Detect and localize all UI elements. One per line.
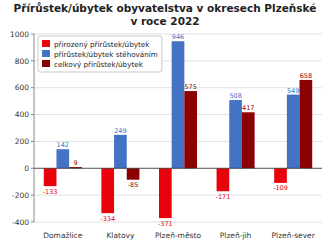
legend: přirozený přírůstek/úbytekpřírůstek/úbyt… [38, 36, 162, 72]
x-tick-label: Plzeň-město [155, 231, 201, 240]
legend-label: přírůstek/úbytek stěhováním [54, 50, 158, 59]
grid-line [34, 222, 322, 223]
y-tick-label: 400 [15, 110, 30, 119]
data-label: -371 [158, 220, 173, 228]
legend-swatch [42, 50, 50, 57]
y-tick-label: -200 [12, 191, 29, 200]
y-tick-label: 0 [24, 164, 29, 173]
y-tick-label: -400 [12, 218, 29, 227]
data-label: 575 [184, 83, 196, 91]
legend-box [38, 36, 162, 72]
y-tick-label: 800 [15, 57, 30, 66]
data-label: 417 [242, 104, 254, 112]
data-label: 946 [172, 33, 184, 41]
bar [44, 168, 57, 186]
legend-label: celkový přírůstek/úbytek [54, 60, 144, 69]
title-line: Přírůstek/úbytek obyvatelstva v okresech… [14, 2, 317, 14]
data-label: 658 [300, 72, 312, 80]
data-label: -109 [273, 184, 288, 192]
x-axis: Domažlice Klatovy Plzeň-město Plzeň-jih Plze… [43, 231, 316, 240]
data-label: -334 [100, 215, 115, 223]
x-tick-label: Domažlice [43, 231, 82, 240]
bar [101, 168, 114, 213]
data-label: 249 [114, 127, 126, 135]
bar [242, 112, 255, 168]
bar [229, 100, 242, 168]
grid-line [34, 195, 322, 196]
grid [34, 34, 322, 222]
data-label: -85 [128, 181, 139, 189]
data-label: -171 [216, 193, 231, 201]
y-tick-label: 600 [15, 83, 30, 92]
chart-container: Přírůstek/úbytek obyvatelstva v okresech… [0, 0, 330, 248]
y-axis: -400 -200 0 200 400 600 800 1000 [10, 30, 34, 227]
zero-line [34, 168, 322, 169]
x-tick-label: Klatovy [106, 231, 135, 240]
y-tick-label: 200 [15, 137, 30, 146]
bar [287, 95, 300, 169]
data-label: 549 [287, 87, 299, 95]
bar [159, 168, 172, 218]
bar [217, 168, 230, 191]
chart-svg: Přírůstek/úbytek obyvatelstva v okresech… [0, 0, 330, 248]
bar [114, 135, 127, 168]
data-label: 9 [73, 159, 77, 167]
bar [127, 168, 140, 179]
legend-label: přirozený přírůstek/úbytek [54, 40, 150, 49]
data-label: -133 [43, 188, 58, 196]
x-tick-label: Plzeň-sever [272, 231, 316, 240]
bar [56, 149, 69, 168]
x-tick-label: Plzeň-jih [220, 231, 252, 240]
legend-swatch [42, 60, 50, 67]
bar [300, 80, 313, 168]
data-label: 142 [57, 141, 69, 149]
bar [172, 41, 185, 168]
y-tick-label: 1000 [10, 30, 29, 39]
legend-swatch [42, 40, 50, 47]
grid-line [34, 168, 322, 169]
bar [274, 168, 287, 183]
title: Přírůstek/úbytek obyvatelstva v okresech… [14, 2, 317, 27]
bar [184, 91, 197, 168]
title-line: v roce 2022 [130, 15, 199, 27]
bars [44, 41, 312, 218]
data-label: 508 [229, 92, 241, 100]
y-axis-line [34, 34, 35, 222]
background [0, 0, 330, 248]
data-labels: -133 -334 -371 -171 -109 142 249 946 508 549 9 -85 5… [43, 33, 312, 227]
